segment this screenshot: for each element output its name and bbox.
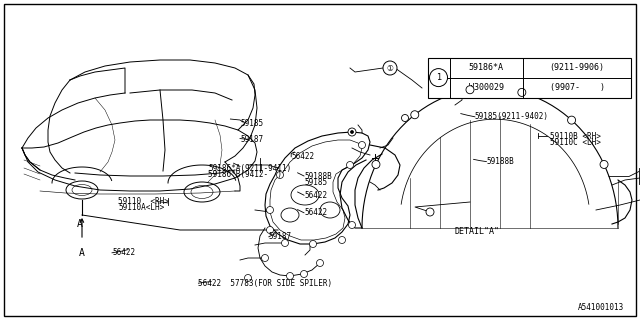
Text: ①: ① <box>387 63 394 73</box>
Text: 59188B: 59188B <box>304 172 332 180</box>
Ellipse shape <box>72 185 92 196</box>
Circle shape <box>301 270 307 277</box>
Circle shape <box>287 273 294 279</box>
Circle shape <box>339 236 346 244</box>
Circle shape <box>266 227 273 234</box>
Text: 56422: 56422 <box>112 248 135 257</box>
Circle shape <box>358 141 365 148</box>
Circle shape <box>383 61 397 75</box>
Circle shape <box>351 131 353 133</box>
Ellipse shape <box>291 185 319 205</box>
Text: DETAIL"A": DETAIL"A" <box>454 228 499 236</box>
Text: A541001013: A541001013 <box>578 303 624 312</box>
Text: 56422  57783(FOR SIDE SPILER): 56422 57783(FOR SIDE SPILER) <box>198 279 333 288</box>
Bar <box>428 58 631 98</box>
Text: 59110C <LH>: 59110C <LH> <box>550 138 601 147</box>
Text: W300029: W300029 <box>469 83 504 92</box>
Text: 56422: 56422 <box>291 152 314 161</box>
Text: 59185(9211-9402): 59185(9211-9402) <box>475 112 549 121</box>
Text: 59185: 59185 <box>240 119 263 128</box>
Text: 59186*A: 59186*A <box>469 63 504 72</box>
Text: 1: 1 <box>436 73 441 82</box>
Circle shape <box>518 88 526 96</box>
Circle shape <box>466 86 474 94</box>
Circle shape <box>426 208 434 216</box>
Circle shape <box>346 162 353 169</box>
Circle shape <box>244 275 252 282</box>
Text: A: A <box>79 248 85 258</box>
Circle shape <box>372 160 380 168</box>
Text: (9211-9906): (9211-9906) <box>550 63 605 72</box>
Text: (9907-    ): (9907- ) <box>550 83 605 92</box>
Text: 56422: 56422 <box>304 208 327 217</box>
Text: 56422: 56422 <box>304 191 327 200</box>
Circle shape <box>401 115 408 122</box>
Circle shape <box>282 239 289 246</box>
Circle shape <box>349 221 355 228</box>
Circle shape <box>276 172 284 179</box>
Circle shape <box>266 206 273 213</box>
Text: 59187: 59187 <box>269 232 292 241</box>
Circle shape <box>600 160 608 168</box>
Text: 59110  <RH>: 59110 <RH> <box>118 197 169 206</box>
Text: A: A <box>77 219 83 229</box>
Circle shape <box>317 260 323 267</box>
Text: 59186*B(9412-  ): 59186*B(9412- ) <box>208 170 282 179</box>
Circle shape <box>262 254 269 261</box>
Circle shape <box>411 111 419 119</box>
Text: 59188B: 59188B <box>486 157 514 166</box>
Circle shape <box>310 241 317 247</box>
Text: 59185: 59185 <box>304 178 327 187</box>
Text: 59110B <RH>: 59110B <RH> <box>550 132 601 140</box>
Ellipse shape <box>320 202 340 218</box>
Circle shape <box>348 128 356 136</box>
Circle shape <box>429 68 447 87</box>
Text: 59187: 59187 <box>240 135 263 144</box>
Circle shape <box>568 116 575 124</box>
Text: 59110A<LH>: 59110A<LH> <box>118 204 164 212</box>
Ellipse shape <box>66 181 98 199</box>
Text: 59186*A(9211-9411): 59186*A(9211-9411) <box>208 164 291 172</box>
Ellipse shape <box>191 186 213 198</box>
Ellipse shape <box>184 182 220 202</box>
Ellipse shape <box>281 208 299 222</box>
